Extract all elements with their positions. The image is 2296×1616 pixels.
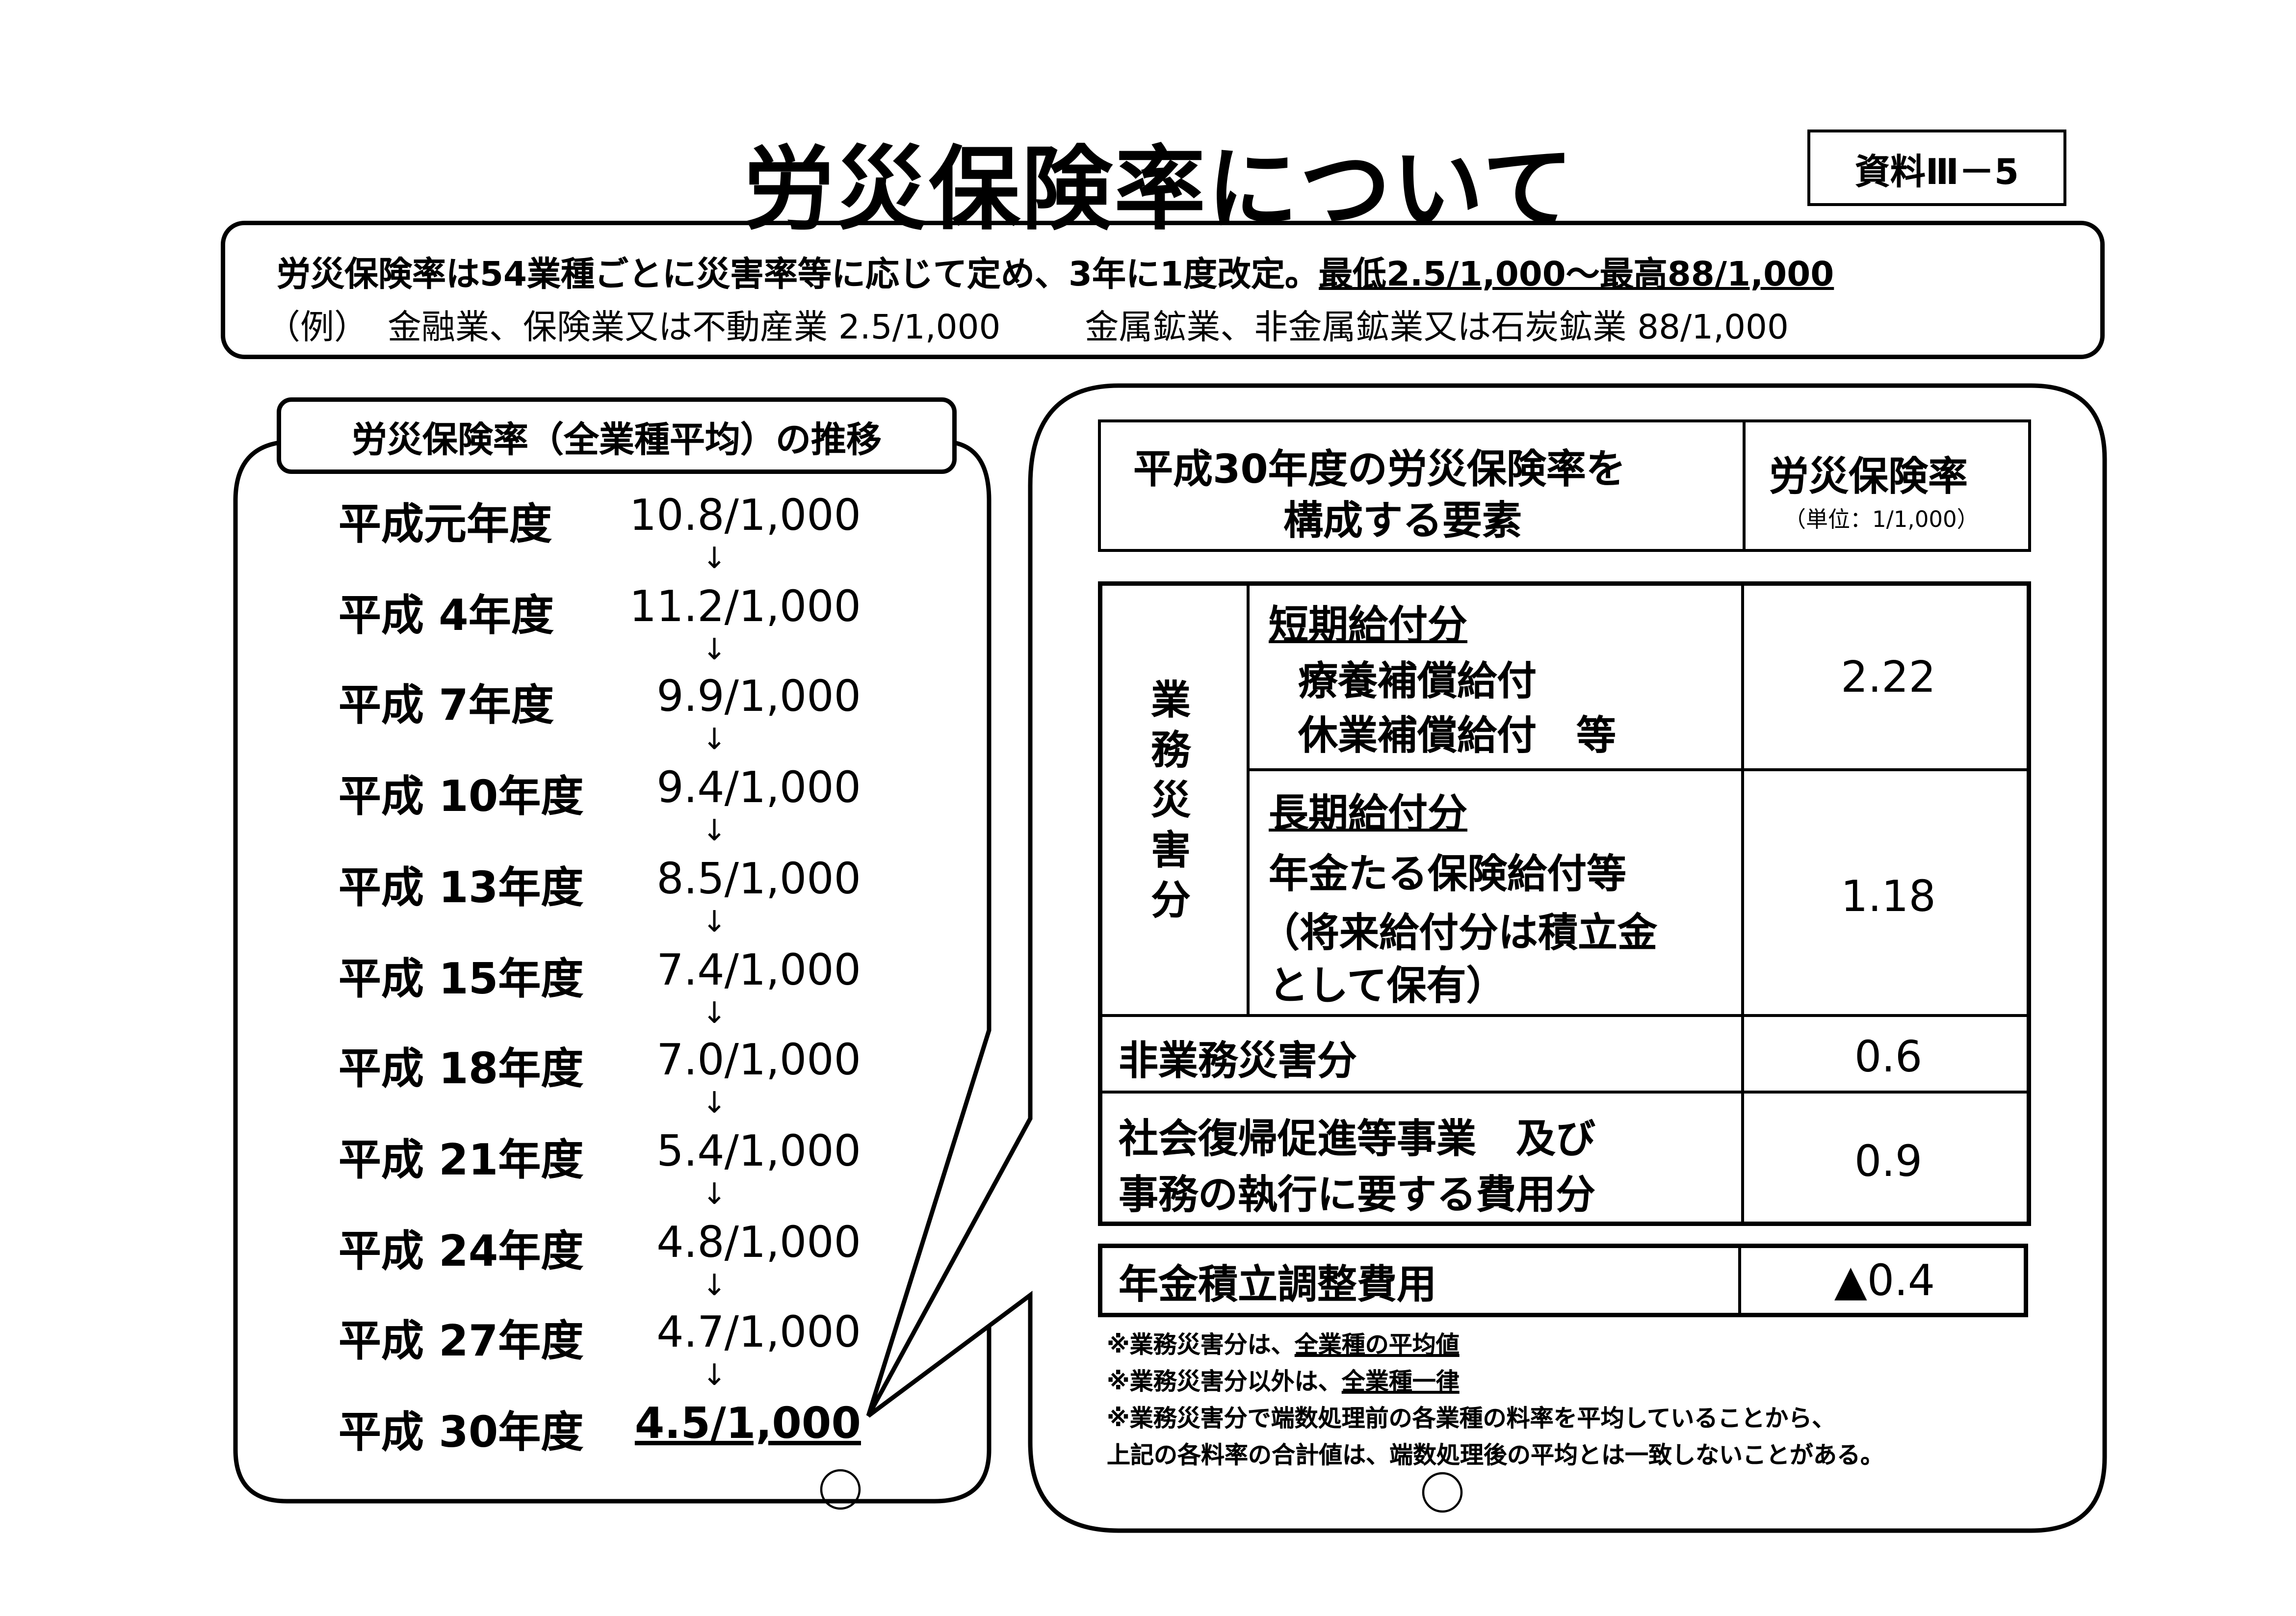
note-3: ※業務災害分で端数処理前の各業種の料率を平均していることから、 [1107,1404,1836,1432]
example-max: 金属鉱業、非金属鉱業又は石炭鉱業 88/1,000 [1085,309,1789,347]
header-rate: 労災保険率 [1769,455,1968,500]
history-year: 平成 21年度 [339,1134,584,1185]
long-term-line-2: （将来給付分は積立金 [1260,911,1657,957]
down-arrow-icon: ↓ [702,631,727,667]
short-term-item-1: 療養補償給付 [1298,659,1537,705]
history-year: 平成 30年度 [339,1407,584,1457]
divider [1738,1244,1741,1317]
divider [1247,768,2031,771]
example-label: （例） [266,309,368,347]
note-4: 上記の各料率の合計値は、端数処理後の平均とは一致しないことがある。 [1107,1441,1884,1469]
history-rate: 7.4/1,000 [656,944,861,994]
punch-hole-right [1422,1472,1463,1513]
document-id-label: 資料Ⅲ－5 [1807,130,2066,206]
note-text: ※業務災害分以外は、 [1107,1367,1342,1395]
summary-range: 最低2.5/1,000～最高88/1,000 [1319,256,1834,294]
divider [1741,581,1744,1226]
breakdown-table [1098,581,2031,1226]
long-term-line-3: として保有） [1269,964,1506,1010]
note-underlined: 全業種の平均値 [1294,1330,1460,1358]
down-arrow-icon: ↓ [702,1266,727,1302]
header-unit: （単位：1/1,000） [1784,506,1979,533]
long-term-title: 長期給付分 [1269,792,1467,837]
history-year: 平成 24年度 [339,1225,584,1276]
summary-line-1: 労災保険率は54業種ごとに災害率等に応じて定め、3年に1度改定。最低2.5/1,… [277,246,1834,296]
note-2: ※業務災害分以外は、全業種一律 [1107,1361,1460,1397]
history-rate: 5.4/1,000 [656,1125,861,1176]
breakdown-header [1098,419,2031,552]
down-arrow-icon: ↓ [702,994,727,1030]
history-year: 平成元年度 [339,499,552,549]
divider [1247,581,1250,1017]
down-arrow-icon: ↓ [702,1357,727,1393]
social-line-2: 事務の執行に要する費用分 [1119,1173,1595,1219]
history-year: 平成 10年度 [339,771,584,822]
pension-label: 年金積立調整費用 [1119,1263,1436,1308]
down-arrow-icon: ↓ [702,1085,727,1121]
history-rate: 7.0/1,000 [656,1035,861,1085]
down-arrow-icon: ↓ [702,722,727,757]
example-min: 金融業、保険業又は不動産業 2.5/1,000 [387,309,1001,347]
history-rate: 9.4/1,000 [656,762,861,813]
short-term-item-2: 休業補償給付 等 [1298,714,1616,759]
pension-value: ▲0.4 [1834,1255,1935,1305]
short-term-title: 短期給付分 [1269,603,1467,649]
punch-hole-left [820,1469,861,1510]
history-year: 平成 15年度 [339,953,584,1003]
history-rate: 10.8/1,000 [629,490,861,540]
summary-text: 労災保険率は54業種ごとに災害率等に応じて定め、3年に1度改定。 [277,256,1319,294]
history-rate: 11.2/1,000 [629,581,861,631]
history-rate: 8.5/1,000 [656,853,861,904]
note-underlined: 全業種一律 [1341,1367,1460,1395]
summary-box: 労災保険率は54業種ごとに災害率等に応じて定め、3年に1度改定。最低2.5/1,… [221,221,2105,359]
header-left-line1: 平成30年度の労災保険率を [1133,447,1626,493]
down-arrow-icon: ↓ [702,540,727,575]
history-rate: 4.7/1,000 [656,1307,861,1357]
long-term-value: 1.18 [1841,871,1936,921]
header-left-line2: 構成する要素 [1283,499,1522,545]
history-year: 平成 13年度 [339,862,584,912]
down-arrow-icon: ↓ [702,1175,727,1211]
divider [1743,419,1746,552]
history-rate: 9.9/1,000 [656,672,861,722]
history-year: 平成 7年度 [339,680,554,731]
history-rate: 4.5/1,000 [634,1398,861,1448]
note-1: ※業務災害分は、全業種の平均値 [1107,1325,1460,1360]
social-value: 0.9 [1854,1136,1923,1186]
history-bubble-outline [233,439,991,1504]
summary-line-2: （例） 金融業、保険業又は不動産業 2.5/1,000 金属鉱業、非金属鉱業又は… [266,299,1789,349]
group-label-work-accident: 業務災害分 [1151,678,1191,924]
divider [1098,1014,2031,1017]
down-arrow-icon: ↓ [702,903,727,939]
history-year: 平成 4年度 [339,590,554,640]
divider [1098,1091,2031,1094]
history-rate: 4.8/1,000 [656,1216,861,1267]
pension-row [1098,1244,2028,1317]
down-arrow-icon: ↓ [702,812,727,848]
history-year: 平成 18年度 [339,1043,584,1094]
short-term-value: 2.22 [1841,652,1936,702]
long-term-line-1: 年金たる保険給付等 [1269,852,1626,898]
note-text: ※業務災害分は、 [1107,1330,1295,1358]
non-work-label: 非業務災害分 [1119,1039,1357,1085]
history-year: 平成 27年度 [339,1316,584,1366]
non-work-value: 0.6 [1854,1032,1923,1082]
history-heading: 労災保険率（全業種平均）の推移 [277,397,957,474]
social-line-1: 社会復帰促進等事業 及び [1119,1117,1595,1163]
